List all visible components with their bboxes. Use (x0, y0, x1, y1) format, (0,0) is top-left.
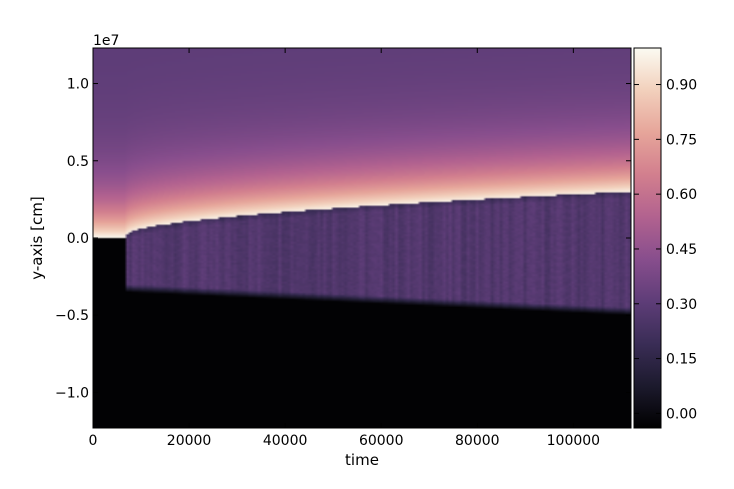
y-offset-label: 1e7 (93, 33, 119, 49)
colorbar-tick-label: 0.90 (666, 78, 697, 94)
y-tick-label: −0.5 (55, 308, 89, 324)
x-tick-label: 0 (89, 433, 98, 449)
y-tick-label: 1.0 (67, 77, 89, 93)
heatmap-plot-area: 0 20000 40000 60000 80000 100000 1.0 0.5 0.0 −0.… (28, 33, 632, 469)
colorbar-tick-label: 0.60 (666, 187, 697, 203)
colorbar-tick-label: 0.00 (666, 406, 697, 422)
colorbar-tick-label: 0.30 (666, 297, 697, 313)
colorbar-frame (633, 47, 662, 429)
x-tick-label: 20000 (167, 433, 212, 449)
x-tick-label: 80000 (455, 433, 500, 449)
y-tick-label: 0.5 (67, 154, 89, 170)
colorbar-gradient (634, 48, 661, 428)
y-axis-ticks: 1.0 0.5 0.0 −0.5 −1.0 (55, 77, 631, 401)
heatmap-image (93, 48, 631, 428)
x-axis-ticks: 0 20000 40000 60000 80000 100000 (89, 48, 600, 449)
colorbar-tick-label: 0.45 (666, 242, 697, 258)
y-axis-label: y-axis [cm] (28, 196, 46, 279)
x-tick-label: 60000 (359, 433, 404, 449)
x-tick-label: 40000 (263, 433, 308, 449)
y-tick-label: 0.0 (67, 231, 89, 247)
x-axis-label: time (345, 451, 379, 469)
colorbar-ticks: 0.90 0.75 0.60 0.45 0.30 0.15 0.00 (634, 78, 697, 422)
x-tick-label: 100000 (547, 433, 600, 449)
colorbar-tick-label: 0.75 (666, 132, 697, 148)
y-tick-label: −1.0 (55, 385, 89, 401)
colorbar-tick-label: 0.15 (666, 352, 697, 368)
colorbar: 0.90 0.75 0.60 0.45 0.30 0.15 0.00 (633, 47, 697, 429)
